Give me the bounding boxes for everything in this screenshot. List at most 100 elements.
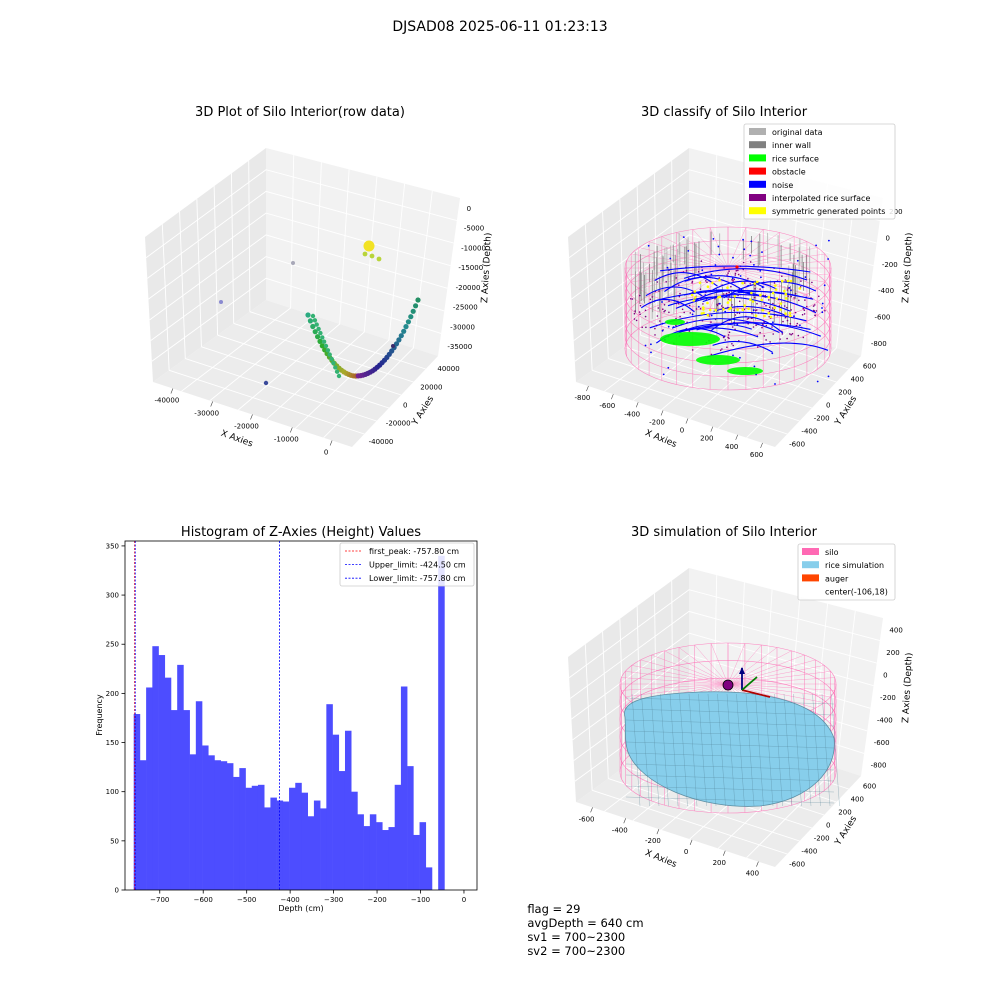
flag-readout: flag = 29: [527, 902, 581, 916]
noise-point: [749, 254, 752, 257]
figure-title: DJSAD08 2025-06-11 01:23:13: [392, 19, 607, 35]
interp-point: [751, 312, 753, 315]
symmetric-point: [700, 312, 704, 315]
panel1-ylabel: Y Axies: [410, 394, 436, 428]
legend-swatch: [802, 548, 819, 555]
interp-point: [802, 307, 805, 310]
noise-point: [799, 324, 801, 327]
rice-surface-patch: [665, 319, 685, 325]
grid-line: [233, 323, 414, 383]
panel4-zlabel: Z Axies (Depth): [901, 652, 915, 723]
interp-point: [772, 302, 774, 305]
histogram-vlines: [134, 541, 280, 890]
symmetric-point: [798, 287, 802, 290]
interp-point: [723, 267, 725, 269]
interp-point: [786, 337, 788, 340]
histogram-bar: [376, 822, 383, 890]
interp-point: [806, 305, 808, 308]
noise-point: [761, 251, 763, 254]
legend-label: rice surface: [772, 154, 819, 163]
grid-line: [570, 610, 877, 699]
curve-point: [396, 337, 402, 343]
histogram-bar: [189, 754, 197, 890]
panel1-grid: [145, 155, 458, 439]
symmetric-point: [693, 290, 697, 293]
grid-line: [181, 155, 295, 392]
symmetric-point: [706, 313, 710, 317]
noise-point: [772, 321, 774, 324]
noise-point: [750, 240, 753, 243]
histogram-bar: [214, 760, 221, 890]
panel4-ylabel: Y Axies: [833, 814, 859, 848]
grid-line: [238, 169, 350, 411]
noise-arc: [696, 322, 821, 337]
curve-point: [401, 328, 407, 334]
curve-point: [310, 323, 316, 330]
interp-point: [675, 324, 677, 327]
grid-line: [179, 211, 186, 359]
histogram-bar: [239, 768, 246, 890]
silo-spoke: [727, 253, 825, 269]
curve-point: [327, 352, 332, 357]
interp-point: [656, 315, 659, 317]
interp-point: [639, 304, 642, 307]
symmetric-point: [769, 315, 773, 319]
y-tick-label: -200: [814, 835, 830, 843]
histogram-bar: [400, 686, 408, 890]
interp-point: [633, 312, 636, 315]
grid-line: [584, 644, 593, 791]
interp-point: [735, 269, 738, 272]
noise-point: [827, 258, 829, 260]
histogram-bar: [282, 801, 290, 890]
interp-point: [683, 311, 685, 314]
z-tick-label: -600: [874, 739, 890, 747]
noise-point: [796, 259, 799, 262]
rice-mesh: [625, 796, 835, 804]
interp-point: [654, 327, 656, 330]
interp-point: [769, 341, 771, 343]
legend-swatch: [802, 561, 819, 569]
floor-pane: [153, 300, 438, 447]
interp-point: [755, 324, 757, 327]
grid-line: [592, 789, 788, 855]
silo-spoke: [727, 671, 831, 685]
grid-line: [592, 369, 788, 435]
z-tick-label: -800: [871, 762, 887, 770]
noise-point: [666, 266, 669, 269]
symmetric-point: [743, 304, 746, 307]
rice-mesh: [625, 719, 835, 727]
interp-point: [732, 344, 734, 347]
x-tick: [722, 850, 726, 856]
noise-point: [736, 323, 739, 326]
noise-point: [815, 244, 817, 247]
silo-spoke: [727, 647, 778, 685]
panel2-ylabel: Y Axies: [833, 394, 859, 428]
interp-point: [699, 288, 702, 291]
interp-point: [796, 322, 799, 325]
histogram-bar: [183, 710, 190, 890]
rice-mesh: [764, 693, 774, 807]
noise-arc: [712, 280, 778, 291]
symmetric-point: [761, 308, 765, 312]
symmetric-point: [736, 308, 739, 312]
rice-mesh: [650, 693, 660, 807]
grid-line: [746, 190, 856, 439]
noise-arc: [707, 342, 829, 358]
interp-point: [747, 278, 749, 280]
z-tick-label: 0: [886, 235, 890, 243]
legend-label: first_peak: -757.80 cm: [369, 547, 459, 556]
interp-point: [794, 292, 797, 295]
legend-label: silo: [825, 548, 839, 557]
noise-point: [661, 322, 664, 325]
grid-line: [149, 234, 448, 321]
interp-point: [705, 280, 707, 282]
histogram-xlabel: Depth (cm): [278, 904, 323, 913]
y-tick-label: -40000: [369, 438, 394, 446]
grid-line: [653, 173, 658, 324]
y-tick-label: 0: [115, 887, 119, 895]
grid-line: [145, 169, 458, 259]
panel1-xlabel: X Axies: [219, 429, 254, 450]
interp-point: [791, 332, 794, 335]
legend-label: obstacle: [772, 168, 806, 177]
panel2-zlabel: Z Axies (Depth): [901, 232, 915, 303]
